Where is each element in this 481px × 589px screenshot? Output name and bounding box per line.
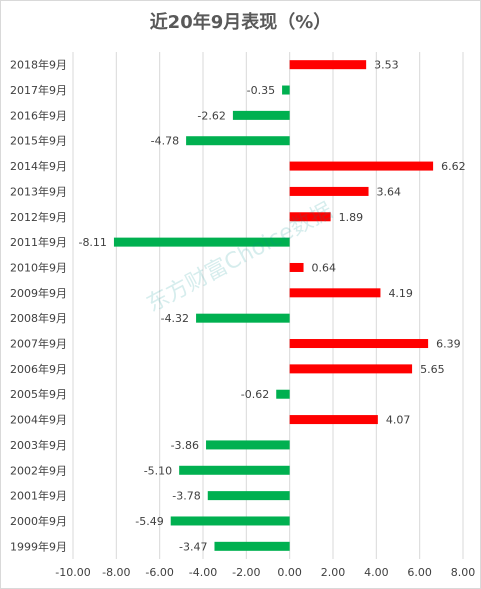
data-label: -3.86 [171,439,199,452]
bar-2013年9月 [289,186,369,196]
chart-title: 近20年9月表现（%） [149,12,332,33]
data-label: -0.35 [247,84,275,97]
category-label: 2015年9月 [10,134,67,148]
category-label: 2016年9月 [10,108,67,122]
category-label: 2002年9月 [10,463,67,477]
bar-2012年9月 [289,212,331,222]
bar-2001年9月 [207,491,290,501]
bar-1999年9月 [214,541,290,551]
x-tick-label: 2.00 [321,566,346,579]
bar-2015年9月 [186,136,290,146]
bar-2007年9月 [289,339,429,349]
category-label: 2013年9月 [10,184,67,198]
x-tick-label: -10.00 [55,566,90,579]
category-label: 2018年9月 [10,58,67,72]
category-label: 2000年9月 [10,514,67,528]
data-label: -3.78 [172,490,200,503]
bar-2006年9月 [289,364,413,374]
data-label: -2.62 [197,109,225,122]
category-label: 2005年9月 [10,387,67,401]
data-label: -8.11 [78,236,106,249]
category-label: 2004年9月 [10,413,67,427]
labels: -10.00 -8.00 -6.00 -4.00 -2.00 0.00 2.00 4.00 6.… [10,58,475,579]
data-label: -4.32 [161,312,189,325]
data-label: -4.78 [151,135,179,148]
data-label: 6.39 [436,338,461,351]
category-label: 2011年9月 [10,235,67,249]
category-label: 1999年9月 [10,539,67,553]
bar-2014年9月 [289,161,434,171]
data-label: 5.65 [420,363,445,376]
bar-2011年9月 [113,237,290,247]
data-label: -5.49 [135,515,163,528]
bar-2003年9月 [206,440,290,450]
data-label: 0.64 [312,261,337,274]
bar-2004年9月 [289,415,378,425]
bar-2016年9月 [232,110,290,120]
data-label: -0.62 [241,388,269,401]
category-label: 2001年9月 [10,489,67,503]
category-label: 2009年9月 [10,286,67,300]
bar-2017年9月 [282,85,290,95]
category-label: 2017年9月 [10,83,67,97]
category-label: 2003年9月 [10,438,67,452]
bar-2008年9月 [196,313,290,323]
bar-2018年9月 [289,60,367,70]
data-label: -5.10 [144,464,172,477]
category-label: 2007年9月 [10,337,67,351]
data-label: 6.62 [441,160,466,173]
data-label: 4.19 [388,287,413,300]
bar-2010年9月 [289,262,304,272]
category-label: 2010年9月 [10,260,67,274]
data-label: 3.53 [374,59,399,72]
bar-2000年9月 [170,516,290,526]
category-label: 2014年9月 [10,159,67,173]
bar-2005年9月 [276,389,290,399]
bars [113,60,434,551]
x-tick-label: -8.00 [102,566,130,579]
x-tick-label: 8.00 [451,566,476,579]
x-tick-label: 4.00 [364,566,389,579]
data-label: 4.07 [386,414,411,427]
x-tick-label: -2.00 [232,566,260,579]
data-label: 3.64 [377,185,402,198]
x-tick-label: 0.00 [277,566,302,579]
data-label: 1.89 [339,211,364,224]
category-label: 2006年9月 [10,362,67,376]
grid-lines [72,52,464,559]
x-tick-label: 6.00 [407,566,432,579]
x-tick-label: -4.00 [189,566,217,579]
category-label: 2008年9月 [10,311,67,325]
bar-2002年9月 [179,465,290,475]
bar-2009年9月 [289,288,381,298]
x-tick-label: -6.00 [145,566,173,579]
category-label: 2012年9月 [10,210,67,224]
data-label: -3.47 [179,540,207,553]
